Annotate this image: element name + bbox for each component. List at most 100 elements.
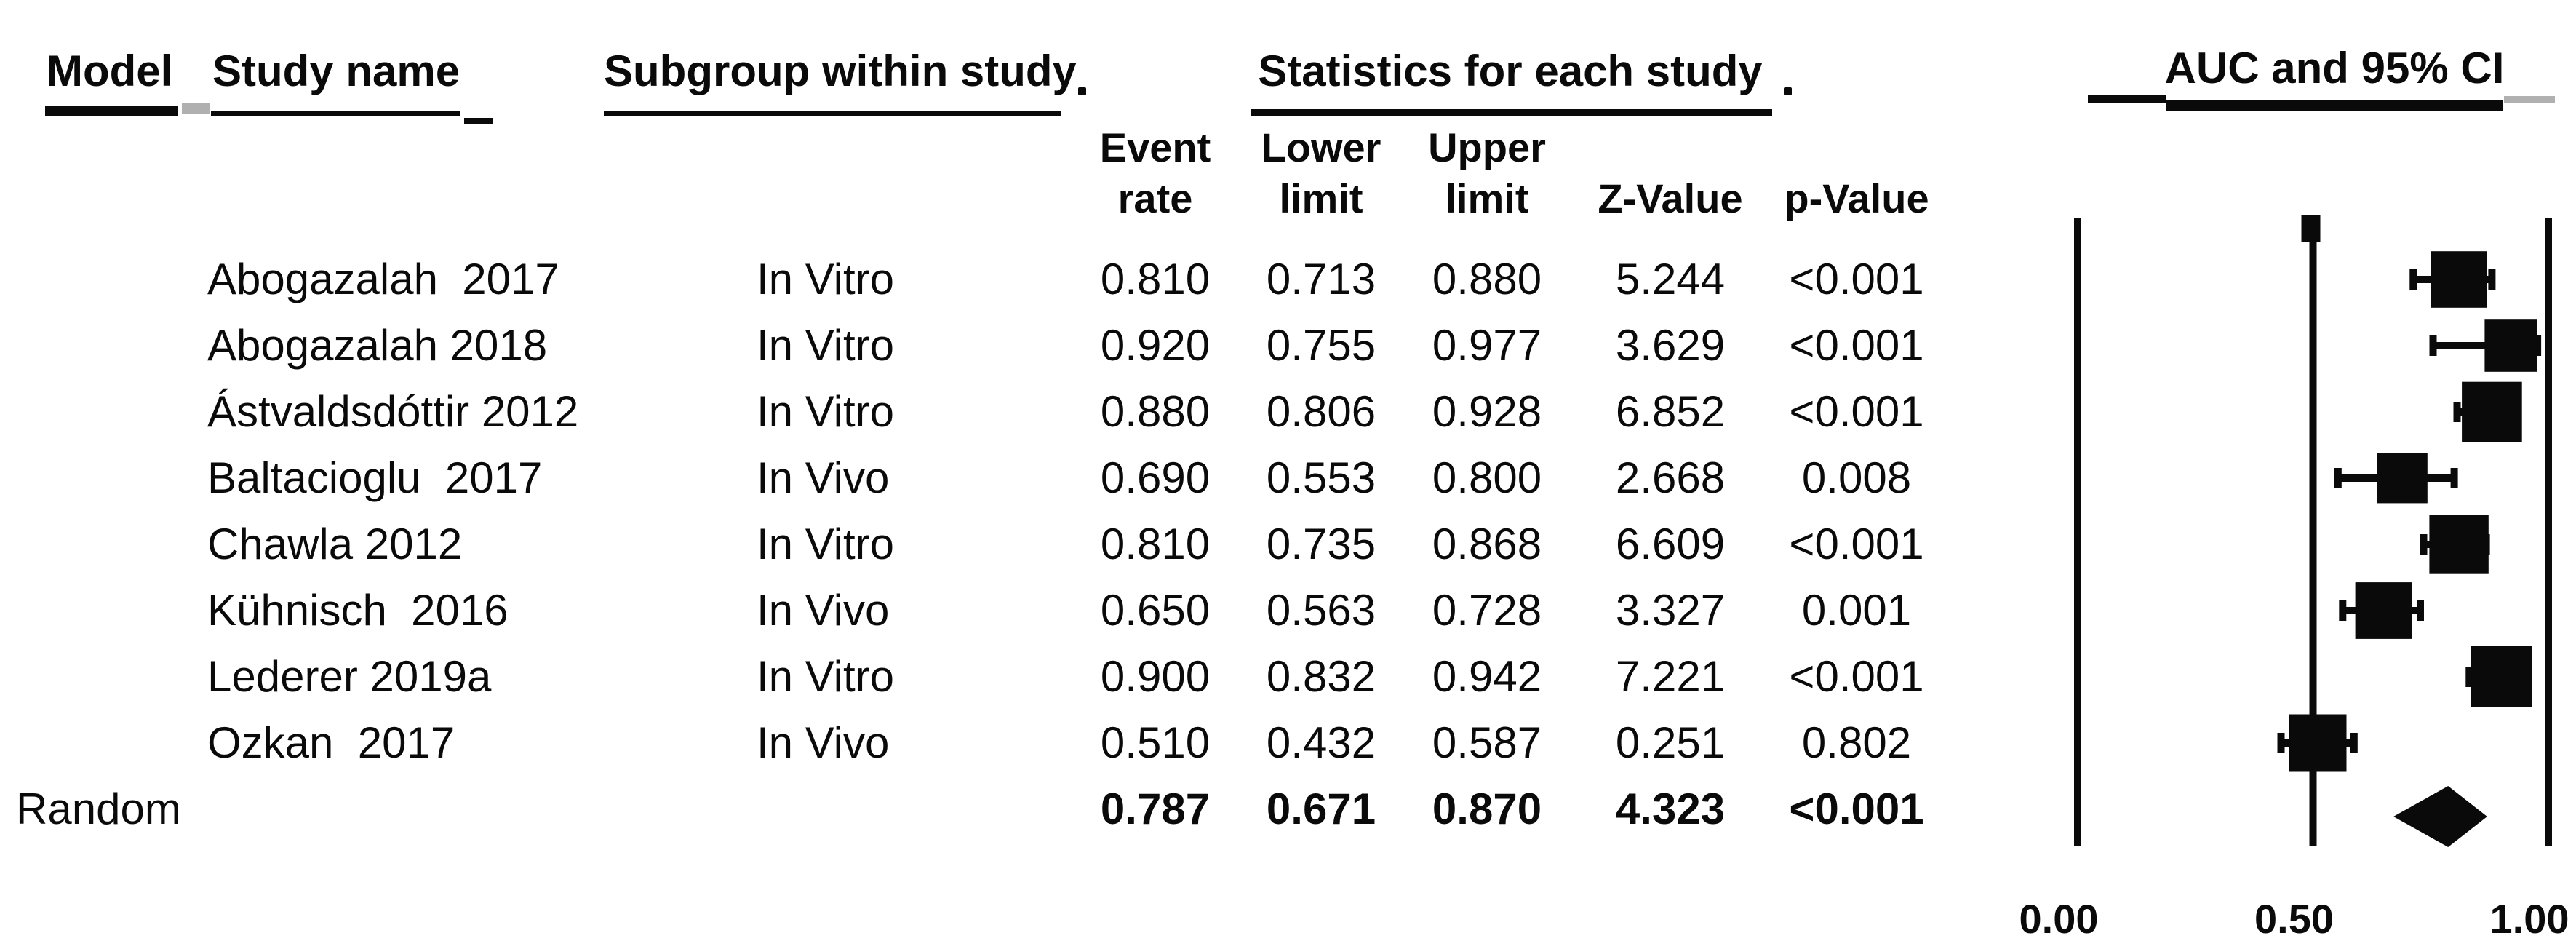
stat-cell: 0.510 xyxy=(1100,718,1211,767)
stat-subheader-line2: limit xyxy=(1445,175,1529,221)
stat-cell: 0.728 xyxy=(1432,586,1542,635)
scan-arrow-mark xyxy=(182,103,210,114)
stat-cell: <0.001 xyxy=(1789,255,1924,303)
ci-cap-upper xyxy=(2450,468,2458,488)
stat-cell: 3.629 xyxy=(1615,321,1726,370)
ci-cap-lower xyxy=(2453,402,2461,422)
study-name-cell: Kühnisch 2016 xyxy=(207,586,509,635)
study-name-cell: Ástvaldsdóttir 2012 xyxy=(207,387,579,436)
period-mark-subgroup xyxy=(1078,87,1086,95)
column-header-model: Model xyxy=(47,47,173,95)
stat-cell: 2.668 xyxy=(1615,453,1726,502)
stat-subheader-line2: limit xyxy=(1279,175,1363,221)
stat-cell: 0.810 xyxy=(1100,255,1211,303)
study-name-cell: Abogazalah 2017 xyxy=(207,255,559,303)
forest-square xyxy=(2355,582,2412,639)
stat-cell: 0.977 xyxy=(1432,321,1542,370)
stat-cell: 0.713 xyxy=(1266,255,1376,303)
stat-cell: 0.755 xyxy=(1266,321,1376,370)
axis-line-1 xyxy=(2545,218,2552,846)
stat-cell: 0.920 xyxy=(1100,321,1211,370)
stat-subheader-line2: rate xyxy=(1117,175,1193,221)
underscore-mark xyxy=(464,118,493,124)
stat-cell: 0.001 xyxy=(1801,586,1912,635)
stat-cell: 3.327 xyxy=(1615,586,1726,635)
stat-cell: 0.810 xyxy=(1100,520,1211,568)
stat-cell: 0.251 xyxy=(1615,718,1726,767)
stat-cell: 0.650 xyxy=(1100,586,1211,635)
auc-underline xyxy=(2166,100,2503,111)
stat-cell: 0.880 xyxy=(1432,255,1542,303)
statistics-underline xyxy=(1251,109,1772,116)
forest-square xyxy=(2471,646,2532,707)
study-name-cell: Abogazalah 2018 xyxy=(207,321,548,370)
stat-subheader-line1: Upper xyxy=(1428,124,1546,170)
stat-cell: 0.553 xyxy=(1266,453,1376,502)
summary-stat-cell: 0.870 xyxy=(1432,785,1542,833)
study-name-cell: Baltacioglu 2017 xyxy=(207,453,543,502)
stat-cell: 6.852 xyxy=(1615,387,1726,436)
subgroup-underline xyxy=(604,111,1061,116)
subgroup-cell: In Vitro xyxy=(757,387,894,436)
ci-cap-lower xyxy=(2420,534,2428,555)
subgroup-cell: In Vitro xyxy=(757,520,894,568)
stat-cell: <0.001 xyxy=(1789,520,1924,568)
forest-square xyxy=(2377,453,2428,504)
axis-tick-label: 0.00 xyxy=(2019,896,2099,942)
stat-cell: 0.900 xyxy=(1100,652,1211,701)
ci-cap-upper xyxy=(2488,269,2496,290)
stat-cell: 7.221 xyxy=(1615,652,1726,701)
stat-cell: 0.832 xyxy=(1266,652,1376,701)
stat-cell: 0.587 xyxy=(1432,718,1542,767)
subgroup-cell: In Vivo xyxy=(757,718,890,767)
subgroup-cell: In Vivo xyxy=(757,586,890,635)
subgroup-cell: In Vitro xyxy=(757,652,894,701)
ci-cap-lower xyxy=(2334,468,2342,488)
study-name-underline xyxy=(211,111,460,116)
stat-cell: 0.690 xyxy=(1100,453,1211,502)
forest-square xyxy=(2429,515,2489,574)
axis-tick-label: 1.00 xyxy=(2489,896,2569,942)
summary-stat-cell: 0.671 xyxy=(1266,785,1376,833)
ci-cap-lower xyxy=(2465,667,2473,687)
forest-square xyxy=(2431,251,2487,308)
ci-cap-upper xyxy=(2350,733,2358,753)
stat-subheader-line2: p-Value xyxy=(1784,175,1929,221)
stat-cell: 5.244 xyxy=(1615,255,1726,303)
model-underline xyxy=(45,106,178,116)
stat-cell: 0.800 xyxy=(1432,453,1542,502)
axis-line-top-tick xyxy=(2301,215,2321,242)
ci-cap-lower xyxy=(2339,600,2347,621)
summary-stat-cell: 0.787 xyxy=(1100,785,1211,833)
stat-subheader-line1: Event xyxy=(1099,124,1211,170)
axis-line-0 xyxy=(2074,218,2081,846)
summary-model-label: Random xyxy=(16,785,181,833)
stat-cell: 0.432 xyxy=(1266,718,1376,767)
stat-cell: <0.001 xyxy=(1789,652,1924,701)
ci-cap-lower xyxy=(2277,733,2285,753)
auc-left-dash xyxy=(2088,95,2166,103)
forest-square xyxy=(2462,381,2522,442)
stat-cell: 0.806 xyxy=(1266,387,1376,436)
period-mark-statistics xyxy=(1784,87,1792,95)
stat-cell: <0.001 xyxy=(1789,321,1924,370)
stat-cell: 0.942 xyxy=(1432,652,1542,701)
column-header-auc: AUC and 95% CI xyxy=(2164,44,2505,92)
forest-square xyxy=(2484,319,2537,372)
column-header-study-name: Study name xyxy=(212,47,460,95)
study-name-cell: Ozkan 2017 xyxy=(207,718,455,767)
axis-tick-label: 0.50 xyxy=(2254,896,2334,942)
stat-subheader-line1: Lower xyxy=(1261,124,1381,170)
stat-cell: 6.609 xyxy=(1615,520,1726,568)
summary-stat-cell: <0.001 xyxy=(1789,785,1924,833)
stat-cell: 0.563 xyxy=(1266,586,1376,635)
column-header-subgroup: Subgroup within study xyxy=(604,47,1077,95)
stat-subheader-line2: Z-Value xyxy=(1598,175,1743,221)
subgroup-cell: In Vivo xyxy=(757,453,890,502)
subgroup-cell: In Vitro xyxy=(757,321,894,370)
ci-cap-upper xyxy=(2534,335,2542,356)
summary-stat-cell: 4.323 xyxy=(1615,785,1726,833)
forest-square xyxy=(2289,714,2347,772)
ci-cap-lower xyxy=(2429,335,2437,356)
